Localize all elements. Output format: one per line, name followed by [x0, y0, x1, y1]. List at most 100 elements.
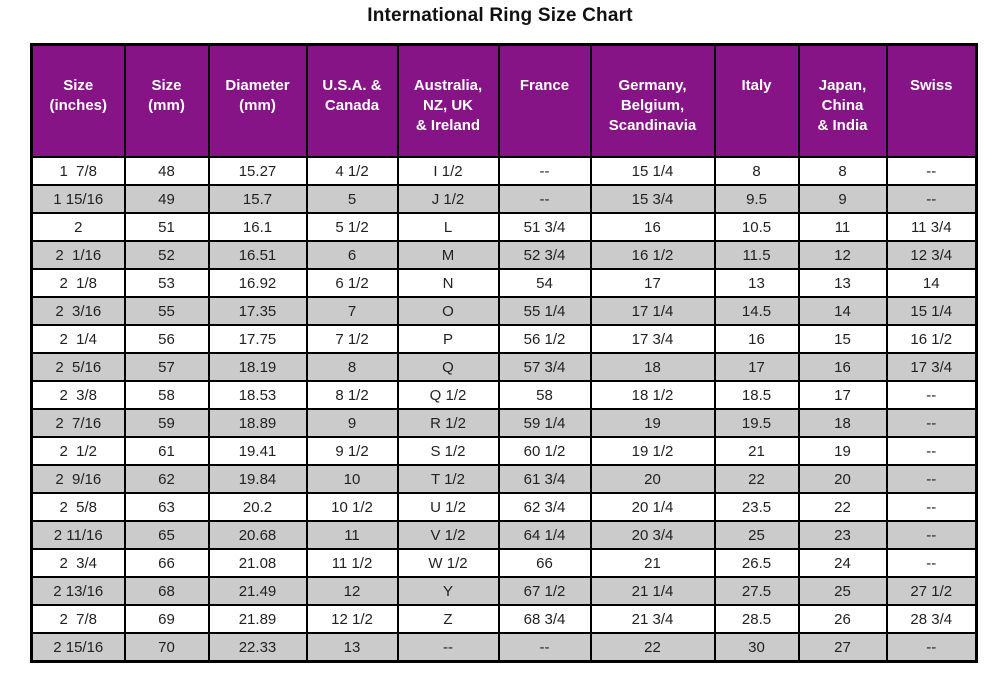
cell: -- [885, 464, 978, 494]
cell: 16 [797, 352, 888, 382]
cell: 2 13/16 [30, 576, 126, 606]
cell: 64 1/4 [497, 520, 592, 550]
cell: -- [885, 408, 978, 438]
cell: 20 1/4 [589, 492, 716, 522]
cell: R 1/2 [396, 408, 500, 438]
cell: -- [497, 184, 592, 214]
cell: 11 [797, 212, 888, 242]
cell: 1 7/8 [30, 156, 126, 186]
header-cell: Swiss [885, 43, 978, 158]
cell: 69 [123, 604, 210, 634]
cell: S 1/2 [396, 436, 500, 466]
cell: J 1/2 [396, 184, 500, 214]
cell: 19.5 [713, 408, 800, 438]
cell: 13 [797, 268, 888, 298]
cell: 70 [123, 632, 210, 663]
cell: 19 [797, 436, 888, 466]
cell: 2 5/16 [30, 352, 126, 382]
cell: Q [396, 352, 500, 382]
cell: -- [885, 184, 978, 214]
cell: 56 1/2 [497, 324, 592, 354]
cell: 15 [797, 324, 888, 354]
cell: Y [396, 576, 500, 606]
table-row: 2 7/8 69 21.89 12 1/2 Z 68 3/4 21 3/4 28.5 26 28 … [30, 604, 978, 634]
cell: 8 [305, 352, 399, 382]
table-row: 2 7/16 59 18.89 9 R 1/2 59 1/4 19 19.5 18 -- [30, 408, 978, 438]
cell: 11.5 [713, 240, 800, 270]
cell: 62 3/4 [497, 492, 592, 522]
table-row: 2 51 16.1 5 1/2 L 51 3/4 16 10.5 11 11 3/4 [30, 212, 978, 242]
cell: 2 9/16 [30, 464, 126, 494]
cell: 27 1/2 [885, 576, 978, 606]
header-row: Size (inches) Size (mm) Diameter (mm) U.S.A… [30, 43, 978, 158]
cell: 19.41 [207, 436, 308, 466]
cell: 2 7/8 [30, 604, 126, 634]
cell: 12 3/4 [885, 240, 978, 270]
cell: 17.75 [207, 324, 308, 354]
cell: 17 1/4 [589, 296, 716, 326]
cell: 16 [713, 324, 800, 354]
cell: 22 [589, 632, 716, 663]
table-row: 2 1/16 52 16.51 6 M 52 3/4 16 1/2 11.5 12 12 3/4 [30, 240, 978, 270]
cell: 21.89 [207, 604, 308, 634]
cell: 18 1/2 [589, 380, 716, 410]
cell: 21 [713, 436, 800, 466]
cell: 26.5 [713, 548, 800, 578]
cell: 10.5 [713, 212, 800, 242]
header-cell: Italy [713, 43, 800, 158]
cell: 16.1 [207, 212, 308, 242]
cell: 52 [123, 240, 210, 270]
cell: 7 1/2 [305, 324, 399, 354]
cell: 15 1/4 [885, 296, 978, 326]
cell: 5 1/2 [305, 212, 399, 242]
cell: 6 [305, 240, 399, 270]
cell: U 1/2 [396, 492, 500, 522]
cell: 54 [497, 268, 592, 298]
cell: N [396, 268, 500, 298]
table-row: 2 15/16 70 22.33 13 -- -- 22 30 27 -- [30, 632, 978, 663]
cell: 17 [589, 268, 716, 298]
cell: I 1/2 [396, 156, 500, 186]
cell: 7 [305, 296, 399, 326]
cell: 11 3/4 [885, 212, 978, 242]
cell: 68 3/4 [497, 604, 592, 634]
cell: 15 1/4 [589, 156, 716, 186]
cell: 30 [713, 632, 800, 663]
table-row: 2 5/8 63 20.2 10 1/2 U 1/2 62 3/4 20 1/4 23.5 22… [30, 492, 978, 522]
cell: 2 15/16 [30, 632, 126, 663]
cell: 51 [123, 212, 210, 242]
header-cell: Size (mm) [123, 43, 210, 158]
table-row: 2 3/16 55 17.35 7 O 55 1/4 17 1/4 14.5 14 15 1/4 [30, 296, 978, 326]
cell: 19 1/2 [589, 436, 716, 466]
cell: 22 [797, 492, 888, 522]
cell: 17 [713, 352, 800, 382]
cell: Z [396, 604, 500, 634]
cell: 2 1/4 [30, 324, 126, 354]
cell: 18.53 [207, 380, 308, 410]
cell: 4 1/2 [305, 156, 399, 186]
cell: M [396, 240, 500, 270]
page-title: International Ring Size Chart [367, 5, 633, 26]
cell: 2 5/8 [30, 492, 126, 522]
cell: 66 [497, 548, 592, 578]
cell: 18.5 [713, 380, 800, 410]
cell: 66 [123, 548, 210, 578]
cell: 2 3/16 [30, 296, 126, 326]
cell: 68 [123, 576, 210, 606]
cell: 9 1/2 [305, 436, 399, 466]
cell: 67 1/2 [497, 576, 592, 606]
cell: 21 1/4 [589, 576, 716, 606]
cell: 21 [589, 548, 716, 578]
cell: 17.35 [207, 296, 308, 326]
table-row: 2 3/4 66 21.08 11 1/2 W 1/2 66 21 26.5 24 -- [30, 548, 978, 578]
cell: 18.19 [207, 352, 308, 382]
cell: -- [885, 492, 978, 522]
cell: Q 1/2 [396, 380, 500, 410]
cell: 2 1/2 [30, 436, 126, 466]
cell: 2 3/8 [30, 380, 126, 410]
cell: 6 1/2 [305, 268, 399, 298]
cell: 19.84 [207, 464, 308, 494]
table-row: 2 11/16 65 20.68 11 V 1/2 64 1/4 20 3/4 25 23 -- [30, 520, 978, 550]
cell: 12 [305, 576, 399, 606]
cell: 49 [123, 184, 210, 214]
